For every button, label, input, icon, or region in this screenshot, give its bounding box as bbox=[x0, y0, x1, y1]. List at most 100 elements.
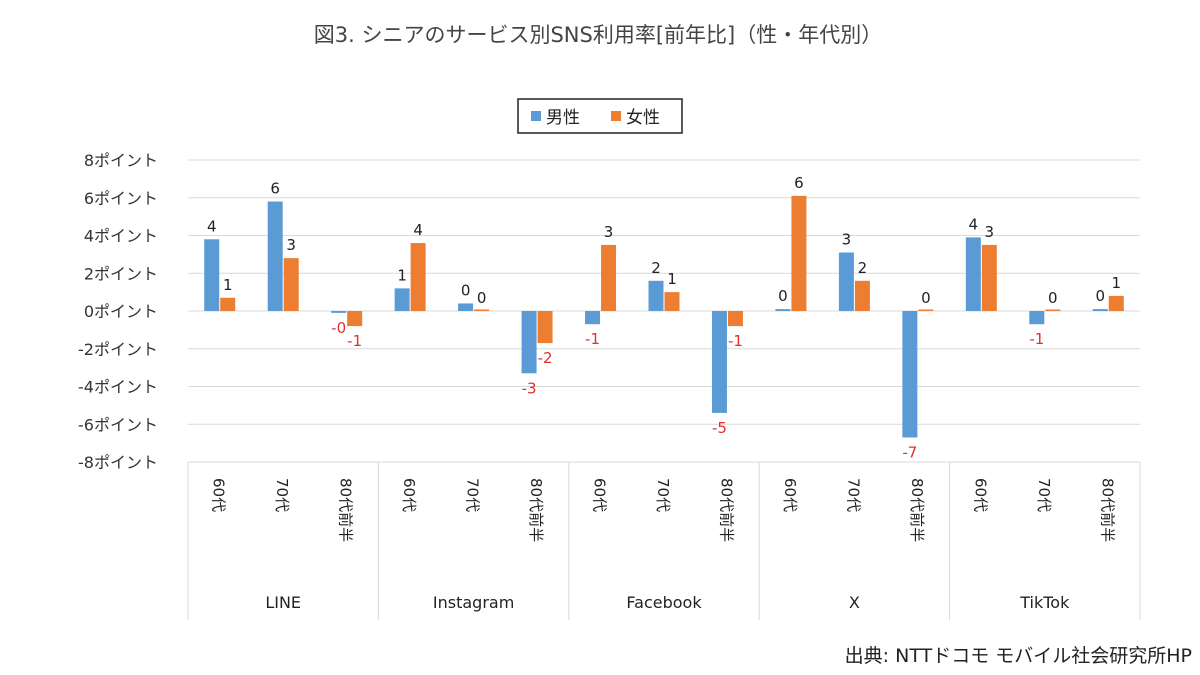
group-label: Instagram bbox=[433, 593, 514, 612]
category-label: 60代 bbox=[591, 478, 609, 512]
category-label: 80代前半 bbox=[527, 478, 545, 542]
data-label: -2 bbox=[538, 349, 553, 367]
data-label: 1 bbox=[667, 270, 677, 288]
group-label: TikTok bbox=[1019, 593, 1070, 612]
bar-female bbox=[727, 311, 743, 327]
y-tick-label: 6ポイント bbox=[84, 189, 158, 208]
category-label: 70代 bbox=[844, 478, 862, 512]
bar-female bbox=[981, 244, 997, 311]
data-label: 0 bbox=[477, 289, 487, 307]
bar-male bbox=[648, 280, 664, 311]
category-label: 70代 bbox=[273, 478, 291, 512]
data-label: -1 bbox=[1029, 330, 1044, 348]
bar-male bbox=[204, 239, 220, 311]
data-label: 0 bbox=[778, 287, 788, 305]
bar-female bbox=[1108, 295, 1124, 311]
category-label: 60代 bbox=[400, 478, 418, 512]
data-label: 3 bbox=[985, 223, 995, 241]
bar-male bbox=[521, 311, 537, 374]
category-label: 80代前半 bbox=[337, 478, 355, 542]
group-label: Facebook bbox=[626, 593, 702, 612]
legend-swatch-female bbox=[611, 111, 621, 121]
bar-female bbox=[1045, 309, 1061, 311]
legend-swatch-male bbox=[531, 111, 541, 121]
category-label: 70代 bbox=[1035, 478, 1053, 512]
data-label: -7 bbox=[902, 443, 917, 461]
bar-male bbox=[775, 309, 791, 311]
legend-label-female: 女性 bbox=[626, 108, 660, 128]
legend-label-male: 男性 bbox=[546, 108, 580, 128]
data-label: -3 bbox=[522, 379, 537, 397]
data-label: 4 bbox=[969, 215, 979, 233]
bar-male bbox=[1029, 311, 1045, 325]
category-label: 80代前半 bbox=[1098, 478, 1116, 542]
y-tick-label: -4ポイント bbox=[78, 378, 158, 397]
bar-male bbox=[711, 311, 727, 413]
data-label: 2 bbox=[858, 259, 868, 277]
y-tick-label: 4ポイント bbox=[84, 227, 158, 246]
bar-female bbox=[537, 311, 553, 344]
bar-male bbox=[902, 311, 918, 438]
category-label: 60代 bbox=[971, 478, 989, 512]
bar-female bbox=[283, 258, 299, 311]
bar-female bbox=[664, 292, 680, 311]
data-label: 1 bbox=[223, 276, 233, 294]
bar-male bbox=[458, 303, 474, 311]
data-label: 3 bbox=[604, 223, 614, 241]
grid bbox=[188, 159, 1140, 463]
data-label: -5 bbox=[712, 419, 727, 437]
data-label: 4 bbox=[207, 217, 217, 235]
chart-title: 図3. シニアのサービス別SNS利用率[前年比]（性・年代別） bbox=[314, 23, 882, 47]
x-axis: LINE Instagram Facebook X TikTok 60代 70代 80代前半 6… bbox=[187, 462, 1141, 620]
group-label: X bbox=[849, 593, 860, 612]
bar-female bbox=[410, 243, 426, 311]
category-label: 80代前半 bbox=[908, 478, 926, 542]
category-label: 70代 bbox=[654, 478, 672, 512]
data-label: -0 bbox=[331, 319, 346, 337]
data-label: 6 bbox=[794, 174, 804, 192]
bar-female bbox=[347, 311, 363, 327]
bar-female bbox=[854, 280, 870, 311]
bar-male bbox=[267, 201, 283, 311]
y-tick-label: 0ポイント bbox=[84, 302, 158, 321]
category-label: 80代前半 bbox=[717, 478, 735, 542]
data-label: 0 bbox=[1095, 287, 1105, 305]
category-label: 60代 bbox=[781, 478, 799, 512]
data-label: -1 bbox=[585, 330, 600, 348]
data-label: -1 bbox=[347, 332, 362, 350]
data-label: -1 bbox=[728, 332, 743, 350]
bar-female bbox=[474, 309, 490, 311]
bar-male bbox=[585, 311, 601, 325]
y-axis: 8ポイント 6ポイント 4ポイント 2ポイント 0ポイント -2ポイント -4ポイント -6ポ… bbox=[78, 151, 158, 472]
bar-female bbox=[601, 244, 617, 311]
bar-female bbox=[918, 309, 934, 311]
data-label: 4 bbox=[413, 221, 423, 239]
data-label: 1 bbox=[397, 266, 407, 284]
data-label: 1 bbox=[1111, 274, 1121, 292]
bar-male bbox=[965, 237, 981, 311]
data-label: 2 bbox=[651, 259, 661, 277]
source-note: 出典: NTTドコモ モバイル社会研究所HP bbox=[845, 645, 1192, 667]
bar-female bbox=[791, 195, 807, 311]
y-tick-label: -8ポイント bbox=[78, 453, 158, 472]
bar-male bbox=[394, 288, 410, 311]
bar-male bbox=[331, 311, 347, 313]
legend-box bbox=[517, 98, 683, 134]
category-label: 60代 bbox=[210, 478, 228, 512]
y-tick-label: 8ポイント bbox=[84, 151, 158, 170]
data-label: 3 bbox=[842, 230, 852, 248]
data-label: 0 bbox=[461, 281, 471, 299]
data-label: 3 bbox=[286, 236, 296, 254]
category-label: 70代 bbox=[464, 478, 482, 512]
data-label: 0 bbox=[1048, 289, 1058, 307]
group-label: LINE bbox=[265, 593, 301, 612]
bar-male bbox=[838, 252, 854, 311]
bars bbox=[204, 195, 1124, 438]
data-label: 0 bbox=[921, 289, 931, 307]
bar-male bbox=[1092, 309, 1108, 311]
bar-female bbox=[220, 297, 236, 311]
y-tick-label: -2ポイント bbox=[78, 340, 158, 359]
data-label: 6 bbox=[270, 180, 280, 198]
